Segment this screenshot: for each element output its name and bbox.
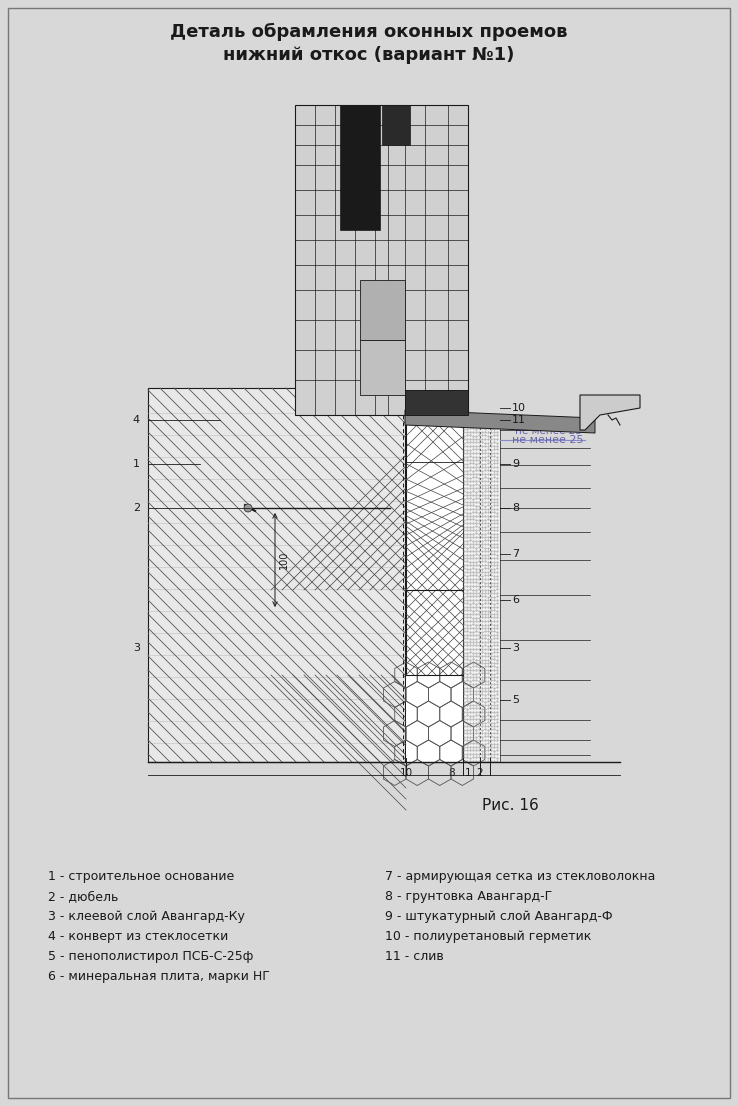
- Text: не менее 25: не менее 25: [512, 435, 584, 445]
- Text: 7 - армирующая сетка из стекловолокна: 7 - армирующая сетка из стекловолокна: [385, 870, 655, 883]
- Text: Деталь обрамления оконных проемов: Деталь обрамления оконных проемов: [170, 23, 568, 41]
- Text: 6: 6: [512, 595, 519, 605]
- Text: 4: 4: [133, 415, 140, 425]
- Text: 2 - дюбель: 2 - дюбель: [48, 890, 118, 902]
- Text: 5: 5: [512, 695, 519, 705]
- Text: 6 - минеральная плита, марки НГ: 6 - минеральная плита, марки НГ: [48, 970, 270, 983]
- Polygon shape: [295, 105, 468, 415]
- Text: 5 - пенополистирол ПСБ-С-25ф: 5 - пенополистирол ПСБ-С-25ф: [48, 950, 253, 963]
- Text: 2: 2: [477, 768, 483, 778]
- Text: не менее 25: не менее 25: [515, 426, 582, 436]
- Polygon shape: [382, 105, 410, 145]
- Text: 1: 1: [465, 768, 472, 778]
- Text: Рис. 16: Рис. 16: [482, 797, 539, 813]
- Text: 11: 11: [512, 415, 526, 425]
- Text: 50: 50: [424, 445, 436, 455]
- Text: 2: 2: [133, 503, 140, 513]
- Text: 8: 8: [512, 503, 519, 513]
- Text: 11 - слив: 11 - слив: [385, 950, 444, 963]
- Text: 10 - полиуретановый герметик: 10 - полиуретановый герметик: [385, 930, 591, 943]
- Polygon shape: [360, 340, 405, 395]
- Polygon shape: [340, 105, 380, 230]
- Text: 1 - строительное основание: 1 - строительное основание: [48, 870, 234, 883]
- Text: 9 - штукатурный слой Авангард-Ф: 9 - штукатурный слой Авангард-Ф: [385, 910, 613, 924]
- Text: 4 - конверт из стеклосетки: 4 - конверт из стеклосетки: [48, 930, 228, 943]
- Polygon shape: [405, 410, 595, 434]
- Text: 3 - клеевой слой Авангард-Ку: 3 - клеевой слой Авангард-Ку: [48, 910, 245, 924]
- Polygon shape: [406, 415, 463, 762]
- Text: 8 - грунтовка Авангард-Г: 8 - грунтовка Авангард-Г: [385, 890, 552, 902]
- Polygon shape: [148, 388, 405, 762]
- Polygon shape: [406, 675, 463, 762]
- Text: 100: 100: [279, 551, 289, 570]
- Text: 7: 7: [512, 549, 519, 559]
- Text: 3: 3: [133, 643, 140, 653]
- Text: нижний откос (вариант №1): нижний откос (вариант №1): [224, 46, 514, 64]
- Polygon shape: [148, 388, 405, 762]
- Polygon shape: [463, 415, 500, 762]
- Circle shape: [244, 504, 252, 512]
- Polygon shape: [405, 390, 468, 415]
- Polygon shape: [580, 395, 640, 430]
- Polygon shape: [360, 280, 405, 340]
- Text: 9: 9: [512, 459, 519, 469]
- Text: 10: 10: [512, 403, 526, 413]
- Text: 1: 1: [133, 459, 140, 469]
- Text: 3: 3: [512, 643, 519, 653]
- Text: 8: 8: [449, 768, 455, 778]
- Text: 10: 10: [399, 768, 413, 778]
